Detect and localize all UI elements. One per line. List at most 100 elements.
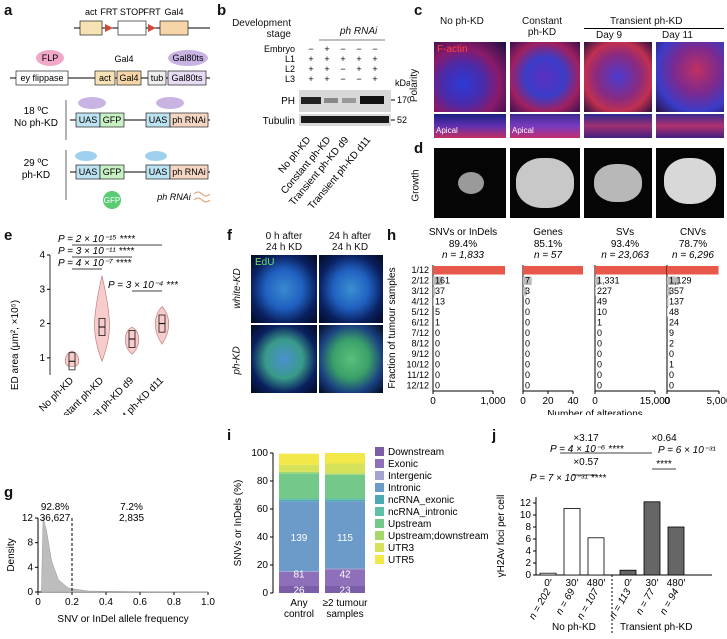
h-count: 0 [525,381,530,391]
h-row-label: 5/12 [411,307,429,317]
h-count: 0 [435,349,440,359]
h-row-label: 4/12 [411,297,429,307]
g-xtick-label: 0.8 [167,597,181,608]
j-ytick-label: 6 [525,534,531,545]
b-sign: + [372,54,377,64]
h-col-n: n = 57 [534,250,563,261]
construct-stop: STOP [120,7,144,17]
panel-label-h: h [387,227,396,244]
d-row-growth: Growth [411,169,422,201]
uas-box-4: UAS [149,167,168,177]
h-count: 1 [669,360,674,370]
g-xtick-label: 0.6 [133,597,147,608]
h-count: 0 [525,328,530,338]
c-stain-factin: F-actin [437,44,468,55]
construct-frt1: FRT [100,7,118,17]
e-stat-text: P = 3 × 10⁻⁴ *** [108,280,179,291]
b-sign: + [308,74,313,84]
g-xtick-label: 0.2 [65,597,79,608]
j-ytick-label: 0 [525,570,531,581]
h-col-title: Genes [533,227,562,238]
b-sign: + [324,74,329,84]
h-count: 0 [597,349,602,359]
h-row-label: 2/12 [411,276,429,286]
i-segment [279,500,319,501]
c-transient-line [584,28,724,29]
cond2-temp: 29 ºC [24,158,49,169]
c-apical-4 [656,114,724,138]
g-xlabel: SNV or InDel allele frequency [57,614,188,625]
c-col-constant: Constant ph-KD [518,16,566,38]
c-apical-label-1: Apical [436,126,458,135]
panel-label-g: g [4,484,13,501]
h-count: 9 [669,328,674,338]
g-left-n: 36,627 [40,513,71,524]
h-col-title: CNVs [680,227,706,238]
b-sign: + [308,54,313,64]
i-segment [325,464,365,474]
i-legend-label: Downstream [388,447,444,458]
h-count: 1 [597,318,602,328]
i-ylabel: SNVs or InDels (%) [233,480,244,567]
i-cat-label: control [284,609,314,620]
j-bar [564,508,580,575]
ey-flippase: ey flippase [20,73,63,83]
d-img-1 [434,148,506,218]
act-box: act [99,73,112,83]
j-n-label: n = 94 [658,587,682,617]
h-count: 24 [669,318,679,328]
c-day9: Day 9 [596,30,622,41]
b-sign: − [340,44,345,54]
h-bar [595,287,596,296]
h-count: 5 [435,307,440,317]
e-violin [65,351,79,367]
j-stat: P = 4 × 10⁻⁶ **** [550,444,625,455]
i-ytick-label: 0 [262,588,268,599]
j-group1: No ph-KD [552,622,596,633]
i-legend-label: ncRNA_intronic [388,507,457,518]
g-ylabel: Density [6,538,17,571]
c-apical-label-2: Apical [512,126,534,135]
j-ylabel: γH2Av foci per cell [496,495,507,578]
g-right-n: 2,835 [119,513,144,524]
construct-gal4: Gal4 [164,7,183,17]
uas-box-3: UAS [79,167,98,177]
i-legend-swatch [375,507,384,516]
e-ylabel: ED area (μm², ×10⁵) [10,300,21,390]
i-segment [325,473,365,474]
f-img-3 [251,325,317,393]
h-count: 7 [525,276,530,286]
h-count: 3 [525,286,530,296]
i-bar-label: 26 [293,586,305,597]
d-img-2 [510,148,580,218]
j-bar [644,502,660,575]
h-col-n: n = 23,063 [601,250,649,261]
panel-label-d: d [414,140,423,157]
h-count: 0 [525,370,530,380]
h-count: 10 [597,307,607,317]
e-violin [155,306,169,344]
i-segment [325,475,365,499]
ph-band-label: PH [281,96,295,107]
j-n-label: n = 77 [634,587,658,617]
b-sign: + [324,64,329,74]
h-row-label: 12/12 [406,381,429,391]
g-ytick-label: 12 [22,513,34,524]
h-col-title: SVs [616,227,634,238]
panel-label-j: j [492,427,496,444]
j-x-label: 480′ [667,578,686,589]
h-bar-first [523,266,583,275]
h-count: 37 [435,286,445,296]
b-sign: + [372,74,377,84]
g-ytick-label: 0 [27,587,33,598]
h-count: 0 [435,328,440,338]
h-count: 227 [597,286,612,296]
g-left-pct: 92.8% [41,502,69,513]
h-col-title: SNVs or InDels [429,227,497,238]
